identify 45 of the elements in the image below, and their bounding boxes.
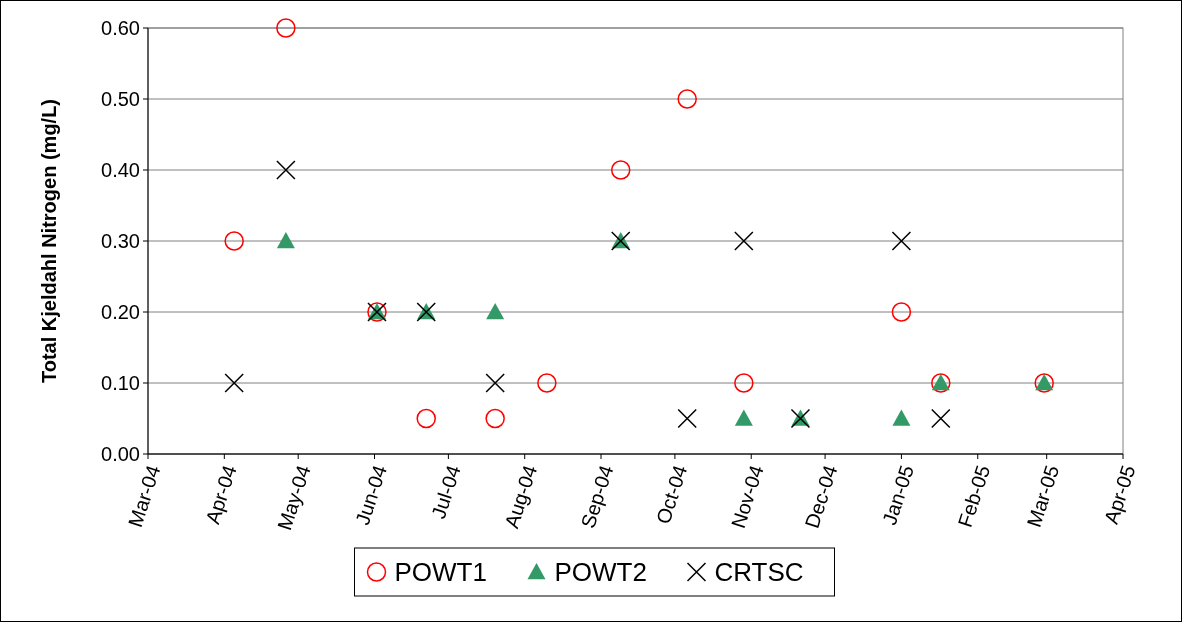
x-tick-label: Dec-04 xyxy=(800,462,842,531)
point xyxy=(485,408,505,429)
x-tick-label: Nov-04 xyxy=(726,462,768,531)
y-tick-label: 0.00 xyxy=(101,443,140,465)
x-tick-label: Apr-05 xyxy=(1099,462,1140,527)
point xyxy=(486,303,505,320)
y-tick-label: 0.50 xyxy=(101,88,140,110)
point xyxy=(931,408,951,429)
x-tick-label: Apr-04 xyxy=(201,462,241,527)
y-tick-label: 0.30 xyxy=(101,230,140,252)
x-tick-label: May-04 xyxy=(273,462,315,533)
x-tick-label: Aug-04 xyxy=(500,462,542,531)
point xyxy=(276,18,296,38)
x-tick-label: Sep-04 xyxy=(576,462,618,531)
point xyxy=(891,231,912,251)
y-axis-title: Total Kjeldahl Nitrogen (mg/L) xyxy=(38,98,60,384)
point xyxy=(610,160,631,180)
point xyxy=(485,373,505,393)
legend-label: POWT2 xyxy=(554,557,647,588)
point xyxy=(677,89,697,109)
x-tick-label: Oct-04 xyxy=(651,462,692,527)
point xyxy=(891,302,912,322)
point xyxy=(224,373,244,393)
x-tick-label: Jan-05 xyxy=(878,462,918,528)
point xyxy=(276,232,295,249)
y-tick-label: 0.40 xyxy=(101,159,140,181)
point xyxy=(537,373,557,393)
x-tick-label: Feb-05 xyxy=(953,462,995,530)
point xyxy=(224,231,244,251)
point xyxy=(734,231,754,251)
point xyxy=(892,409,911,426)
point xyxy=(416,408,436,429)
x-tick-label: Jun-04 xyxy=(351,462,391,528)
x-tick-label: Jul-04 xyxy=(427,462,465,522)
x-tick-label: Mar-05 xyxy=(1022,462,1064,530)
legend-label: POWT1 xyxy=(394,557,487,588)
y-tick-label: 0.10 xyxy=(101,372,140,394)
point xyxy=(734,373,754,393)
point xyxy=(677,408,697,429)
point xyxy=(734,409,753,426)
point xyxy=(276,160,296,180)
x-tick-label: Mar-04 xyxy=(123,462,165,530)
legend-label: CRTSC xyxy=(714,557,804,588)
y-tick-label: 0.60 xyxy=(101,17,140,39)
y-tick-label: 0.20 xyxy=(101,301,140,323)
